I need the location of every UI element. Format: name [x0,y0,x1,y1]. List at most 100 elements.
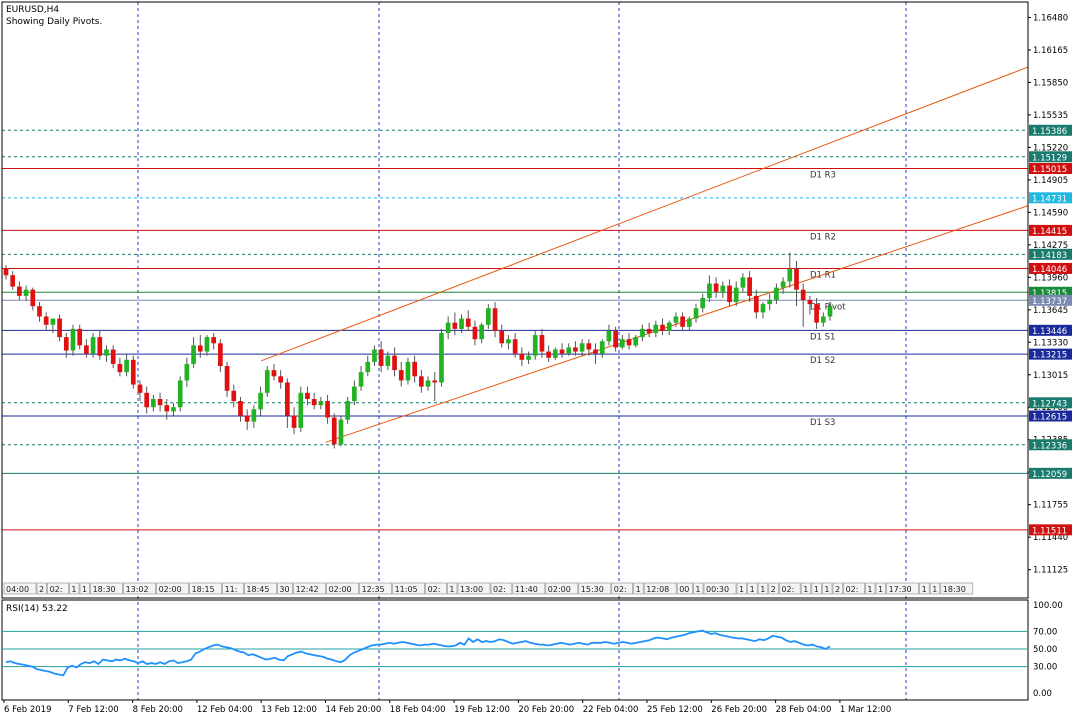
rsi-level-label: 0.00 [1033,689,1052,699]
candle-body [633,337,639,346]
candle-body [780,281,786,288]
y-tick-label: 1.14590 [1033,208,1068,218]
session-marker-box [69,582,80,595]
candle-body [23,289,29,296]
x-tick-label: 1 Mar 12:00 [840,705,891,715]
y-tick-label: 1.13645 [1033,306,1068,316]
x-tick-label: 18 Feb 04:00 [390,705,446,715]
price-tag-label: 1.14731 [1032,194,1067,204]
candles [3,252,833,449]
candle-body [606,330,612,342]
price-tag [1029,524,1072,536]
candle-body [291,415,297,428]
price-tag [1029,151,1072,163]
candle-body [104,349,109,356]
candle-body [345,401,351,420]
candle-body [164,405,170,412]
candle-body [271,370,277,377]
candle-body [57,318,62,338]
candle-body [137,384,143,393]
session-marker-box [768,582,779,595]
y-tick-label: 1.16480 [1033,13,1068,23]
candle-body [124,359,129,373]
session-marker-box [359,582,392,595]
session-marker-label: 1 [82,585,87,594]
y-tick-label: 1.13330 [1033,338,1068,348]
candle-body [365,361,371,373]
y-tick-label: 1.16165 [1033,46,1068,56]
candle-body [727,285,732,303]
candle-body [794,269,799,290]
candle-body [177,380,183,408]
session-marker-box [676,582,693,595]
session-marker-box [822,582,833,595]
candle-body [278,376,284,383]
session-marker-box [865,582,876,595]
candle-body [700,297,706,309]
candle-body [686,318,692,327]
candle-body [613,330,618,348]
session-marker-label: 00:30 [706,585,729,594]
session-marker-box [425,582,447,595]
session-marker-box [79,582,90,595]
candle-body [378,349,384,366]
candle-body [90,337,96,354]
candle-body [151,398,156,408]
candle-body [184,363,190,381]
candle-body [506,339,511,344]
x-tick-label: 12 Feb 04:00 [197,705,253,715]
y-tick-label: 1.13960 [1033,273,1068,283]
candle-body [767,300,773,305]
x-tick-label: 7 Feb 12:00 [68,705,118,715]
candle-body [519,353,525,360]
price-tag [1029,248,1072,260]
chart-frame [1,1,1029,701]
price-tag-label: 1.11511 [1032,526,1067,536]
x-tick-label: 22 Feb 04:00 [583,705,639,715]
session-marker-box [490,582,513,595]
session-marker-box [457,582,491,595]
candle-body [298,392,304,428]
rsi-frame [1,599,1029,701]
candle-body [459,318,464,329]
candle-body [117,363,123,373]
session-marker-label: 1 [814,585,819,594]
candle-body [17,286,22,296]
session-marker-label: 1 [750,585,755,594]
candle-body [512,339,518,354]
price-tag-label: 1.15386 [1032,127,1067,137]
y-tick-label: 1.14905 [1033,176,1068,186]
candle-body [318,401,324,406]
session-marker-label: 11: [225,585,238,594]
price-tag-label: 1.14415 [1032,227,1067,237]
price-tag-label: 1.12336 [1032,441,1067,451]
candle-body [70,328,76,351]
session-marker-box [843,582,865,595]
candle-body [753,295,759,313]
session-marker-label: 1 [932,585,937,594]
candle-body [63,337,69,351]
candle-body [559,349,565,354]
candle-body [747,277,752,296]
candle-body [532,335,538,356]
price-tag-label: 1.13737 [1032,297,1067,307]
candle-body [586,343,592,350]
x-tick-label: 19 Feb 12:00 [454,705,510,715]
session-marker-box [326,582,359,595]
price-tag [1029,262,1072,274]
session-marker-label: 02: [614,585,627,594]
candle-body [653,324,659,333]
subtitle-label: Showing Daily Pivots. [6,17,102,27]
session-marker-box [123,582,156,595]
candle-body [110,349,116,364]
session-marker-box [293,582,326,595]
candle-body [720,285,726,292]
candle-body [405,361,411,381]
candle-body [211,337,217,344]
candle-body [84,345,89,354]
candle-body [827,306,833,317]
candle-body [10,275,16,287]
candle-body [640,328,645,338]
